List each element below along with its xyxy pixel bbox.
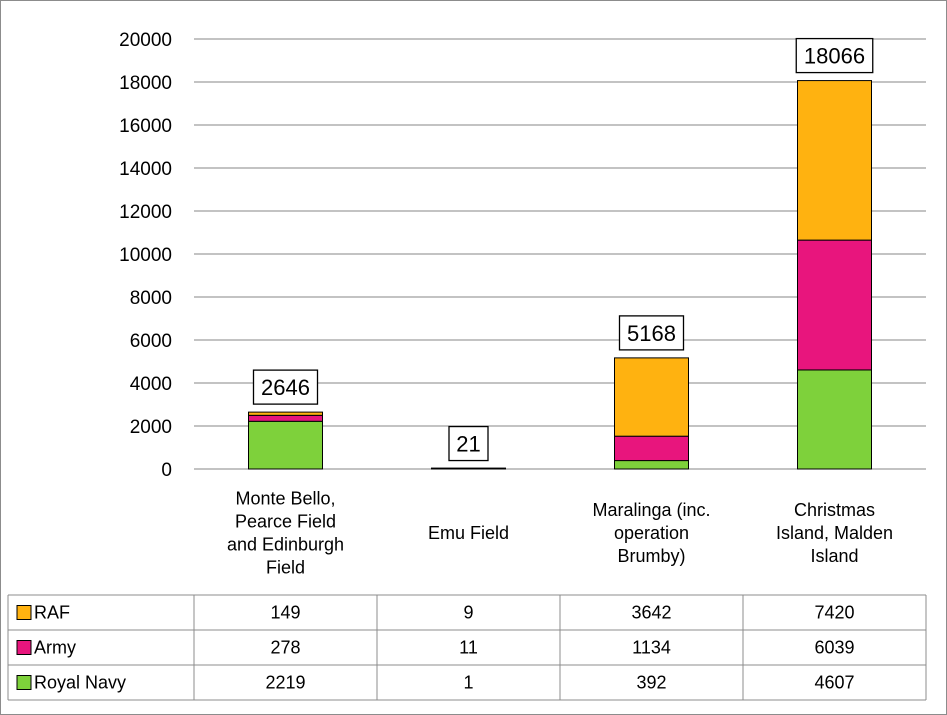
category-label: Monte Bello, bbox=[235, 489, 335, 509]
legend-swatch bbox=[16, 640, 32, 655]
bar-segment bbox=[614, 357, 689, 437]
y-tick-label: 4000 bbox=[130, 374, 172, 395]
category-label: Emu Field bbox=[428, 523, 509, 543]
legend-label: Army bbox=[34, 638, 76, 658]
category-label: Island bbox=[810, 546, 858, 566]
y-tick-label: 14000 bbox=[119, 159, 172, 180]
x-axis-categories: Monte Bello, Pearce Field and Edinburgh Fie… bbox=[227, 489, 893, 578]
data-table: RAF 149 9 3642 7420 Army 278 11 1134 6039 Royal Na… bbox=[7, 594, 927, 701]
y-tick-label: 16000 bbox=[119, 116, 172, 137]
bar-segment bbox=[614, 435, 689, 462]
category-label: Maralinga (inc. bbox=[592, 500, 710, 520]
y-tick-label: 18000 bbox=[119, 73, 172, 94]
y-tick-label: 12000 bbox=[119, 202, 172, 223]
table-cell: 11 bbox=[459, 638, 478, 658]
y-tick-label: 8000 bbox=[130, 288, 172, 309]
bar-segment bbox=[797, 369, 872, 470]
legend-label: Royal Navy bbox=[34, 673, 126, 693]
y-axis: 0 2000 4000 6000 8000 10000 12000 14000 16000 180… bbox=[119, 30, 172, 481]
legend-swatch bbox=[16, 605, 32, 620]
legend-label: RAF bbox=[34, 603, 70, 623]
bar-segment bbox=[797, 80, 872, 241]
category-label: operation bbox=[614, 523, 689, 543]
table-cell: 1 bbox=[463, 673, 473, 693]
table-cell: 2219 bbox=[265, 673, 305, 693]
table-cell: 7420 bbox=[814, 603, 854, 623]
category-label: Brumby) bbox=[617, 546, 685, 566]
table-cell: 149 bbox=[270, 603, 300, 623]
y-tick-label: 20000 bbox=[119, 30, 172, 51]
y-tick-label: 0 bbox=[161, 460, 172, 481]
y-tick-label: 2000 bbox=[130, 417, 172, 438]
total-label: 2646 bbox=[261, 375, 310, 400]
total-label-box bbox=[618, 315, 685, 351]
bar-segment bbox=[797, 239, 872, 371]
total-label-box bbox=[252, 369, 319, 405]
total-label-box bbox=[795, 37, 874, 74]
bar-segment bbox=[248, 420, 323, 470]
y-tick-label: 6000 bbox=[130, 331, 172, 352]
total-label: 21 bbox=[456, 432, 480, 457]
bar-segment bbox=[614, 460, 689, 470]
category-label: Field bbox=[266, 558, 305, 578]
table-cell: 392 bbox=[636, 673, 666, 693]
table-cell: 3642 bbox=[631, 603, 671, 623]
category-label: Island, Malden bbox=[776, 523, 893, 543]
category-label: Christmas bbox=[794, 500, 875, 520]
total-label-box bbox=[448, 425, 489, 462]
table-cell: 4607 bbox=[814, 673, 854, 693]
y-tick-label: 10000 bbox=[119, 245, 172, 266]
legend-swatch bbox=[16, 675, 32, 690]
table-cell: 278 bbox=[270, 638, 300, 658]
total-label: 18066 bbox=[804, 44, 865, 69]
bars: 2646 21 5168 18066 bbox=[248, 37, 874, 470]
table-cell: 6039 bbox=[814, 638, 854, 658]
table-cell: 1134 bbox=[632, 638, 671, 658]
bar-segment bbox=[248, 411, 323, 416]
table-cell: 9 bbox=[463, 603, 473, 623]
bar-segment bbox=[248, 414, 323, 422]
category-label: and Edinburgh bbox=[227, 535, 344, 555]
category-label: Pearce Field bbox=[235, 512, 336, 532]
bar-segment bbox=[431, 467, 506, 470]
total-label: 5168 bbox=[627, 321, 676, 346]
